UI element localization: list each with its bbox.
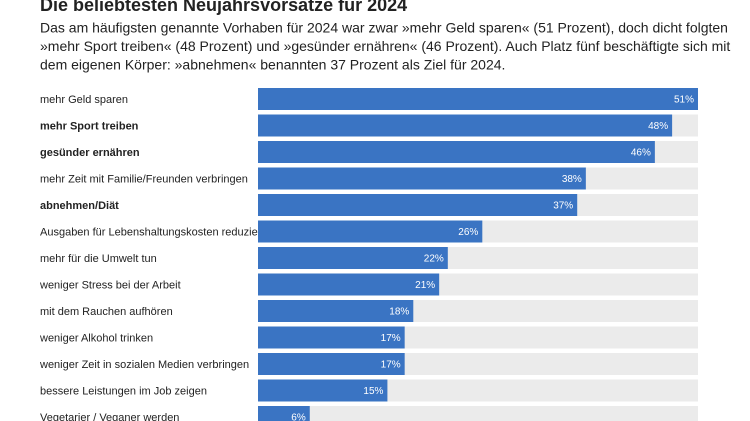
category-label: mit dem Rauchen aufhören bbox=[40, 306, 173, 318]
bar bbox=[258, 353, 405, 375]
bar bbox=[258, 114, 673, 137]
value-label: 38% bbox=[562, 174, 582, 185]
bar bbox=[258, 194, 578, 216]
category-label: mehr Geld sparen bbox=[40, 94, 128, 106]
bar bbox=[258, 88, 698, 110]
bar bbox=[258, 220, 483, 243]
category-label: gesünder ernähren bbox=[40, 147, 140, 159]
bar bbox=[258, 326, 405, 349]
value-label: 37% bbox=[553, 201, 573, 212]
value-label: 6% bbox=[291, 413, 306, 421]
value-label: 18% bbox=[389, 307, 409, 318]
category-label: Ausgaben für Lebenshaltungskosten reduzi… bbox=[40, 226, 274, 238]
category-label: mehr für die Umwelt tun bbox=[40, 253, 157, 265]
subtitle: dem eigenen Körper: »abnehmen« benannten… bbox=[40, 57, 505, 73]
value-label: 26% bbox=[458, 227, 478, 238]
value-label: 21% bbox=[415, 280, 435, 291]
value-label: 17% bbox=[381, 360, 401, 371]
bar bbox=[258, 300, 414, 322]
category-label: abnehmen/Diät bbox=[40, 200, 119, 212]
category-label: mehr Sport treiben bbox=[40, 120, 139, 132]
category-label: mehr Zeit mit Familie/Freunden verbringe… bbox=[40, 173, 248, 185]
value-label: 46% bbox=[631, 148, 651, 159]
subtitle: »mehr Sport treiben« (48 Prozent) und »g… bbox=[40, 38, 730, 54]
bar bbox=[258, 167, 586, 190]
category-label: weniger Zeit in sozialen Medien verbring… bbox=[39, 359, 249, 371]
bar bbox=[258, 406, 310, 421]
bar bbox=[258, 247, 448, 269]
subtitle: Das am häufigsten genannte Vorhaben für … bbox=[40, 20, 728, 36]
value-label: 22% bbox=[424, 254, 444, 265]
category-label: Vegetarier / Veganer werden bbox=[40, 412, 179, 421]
value-label: 17% bbox=[381, 333, 401, 344]
bar bbox=[258, 379, 388, 402]
category-label: weniger Stress bei der Arbeit bbox=[39, 279, 181, 291]
chart-title: Die beliebtesten Neujahrsvorsätze für 20… bbox=[40, 0, 407, 15]
value-label: 15% bbox=[363, 386, 383, 397]
bar-track bbox=[258, 406, 698, 421]
value-label: 48% bbox=[648, 121, 668, 132]
bar bbox=[258, 141, 655, 163]
category-label: bessere Leistungen im Job zeigen bbox=[40, 385, 207, 397]
category-label: weniger Alkohol trinken bbox=[39, 332, 153, 344]
value-label: 51% bbox=[674, 95, 694, 106]
bar bbox=[258, 273, 440, 296]
